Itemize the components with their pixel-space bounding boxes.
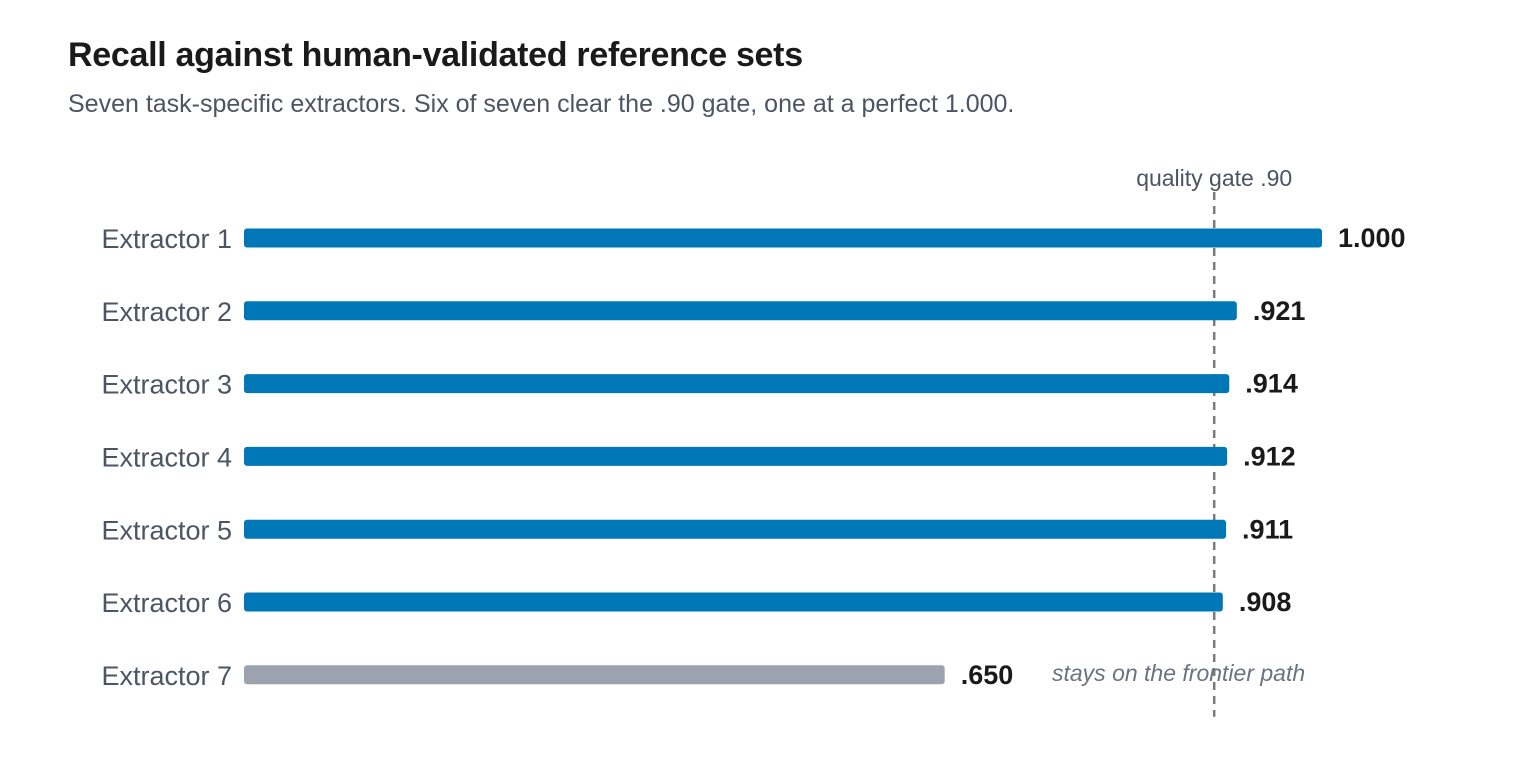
bar-7 (244, 665, 945, 685)
category-label: Extractor 6 (101, 588, 232, 618)
value-label: .650 (961, 660, 1014, 690)
bar-4 (244, 446, 1228, 466)
value-label: .914 (1245, 369, 1298, 399)
chart-title: Recall against human-validated reference… (68, 36, 803, 74)
annotation-label: stays on the frontier path (1052, 660, 1305, 686)
bar-1 (244, 228, 1322, 248)
bar-5 (244, 519, 1227, 539)
value-label: 1.000 (1338, 223, 1406, 253)
value-label: .911 (1242, 514, 1293, 544)
value-label: .912 (1243, 442, 1296, 472)
category-label: Extractor 3 (101, 370, 232, 400)
category-label: Extractor 7 (101, 661, 232, 691)
category-label: Extractor 5 (101, 515, 232, 545)
category-label: Extractor 4 (101, 443, 232, 473)
bar-6 (244, 592, 1223, 612)
chart-subtitle: Seven task-specific extractors. Six of s… (68, 90, 1015, 118)
bar-2 (244, 301, 1237, 321)
bar-3 (244, 374, 1230, 394)
value-label: .908 (1239, 587, 1292, 617)
value-label: .921 (1253, 296, 1306, 326)
category-label: Extractor 1 (101, 224, 232, 254)
category-label: Extractor 2 (101, 297, 232, 327)
quality-gate-label: quality gate .90 (1136, 165, 1292, 191)
